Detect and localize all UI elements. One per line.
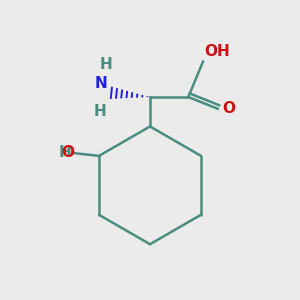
Text: O: O <box>222 101 235 116</box>
Text: H: H <box>100 57 112 72</box>
Text: O: O <box>61 146 74 160</box>
Text: N: N <box>94 76 107 91</box>
Text: OH: OH <box>205 44 230 59</box>
Text: H: H <box>94 104 106 119</box>
Text: H: H <box>58 146 71 160</box>
